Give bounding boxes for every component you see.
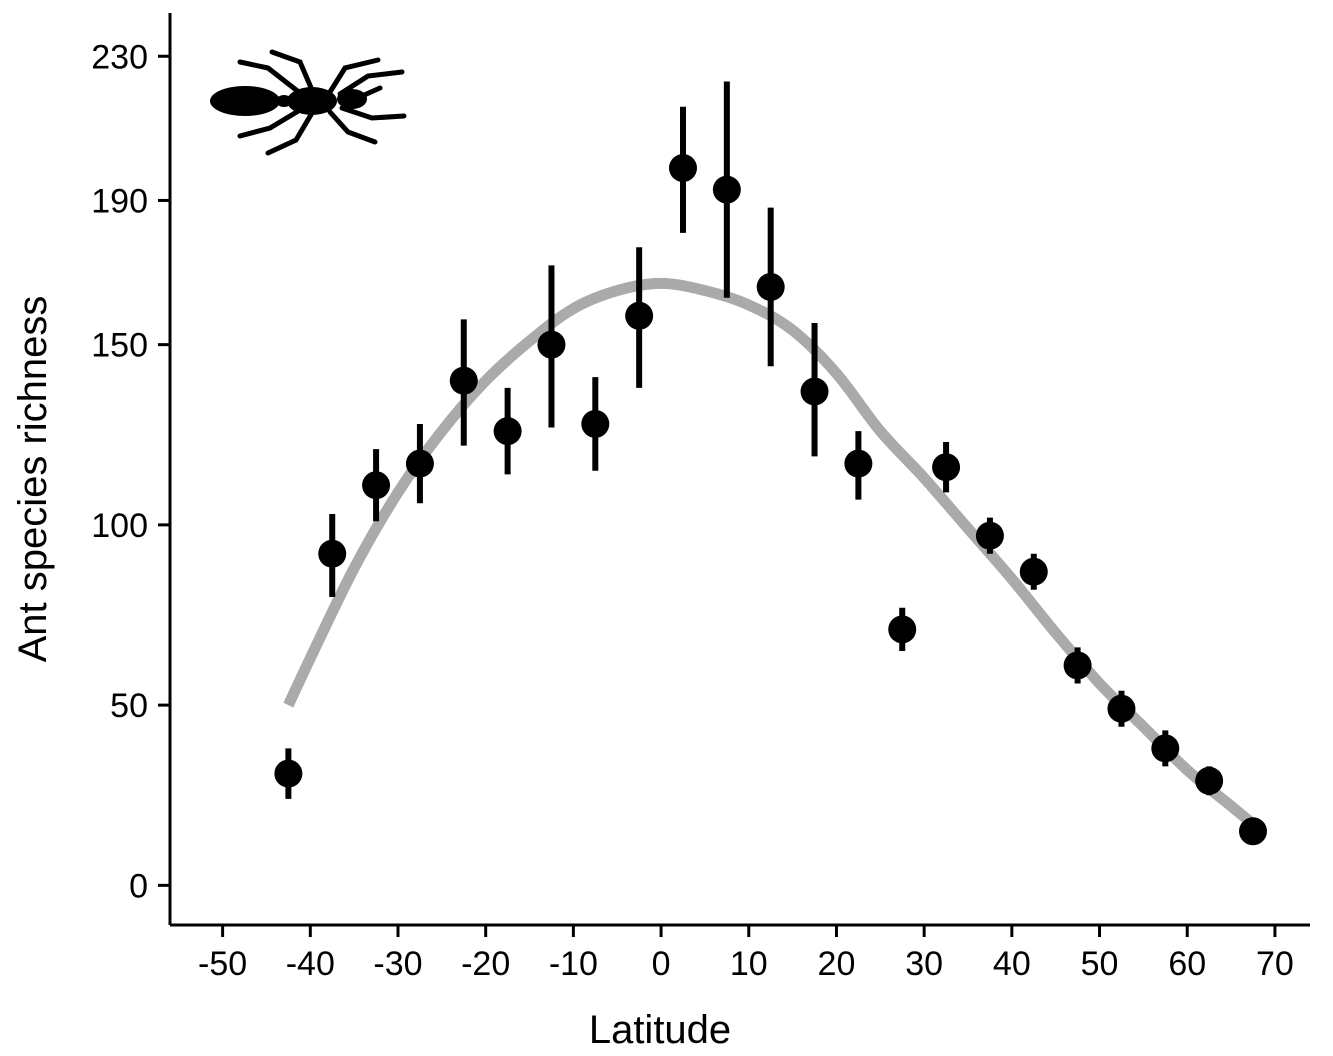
- data-point: [362, 471, 391, 500]
- data-point: [537, 330, 566, 359]
- x-tick-label: -20: [461, 945, 510, 983]
- data-point: [625, 301, 654, 330]
- x-tick-label: 70: [1256, 945, 1294, 983]
- x-tick-label: 50: [1081, 945, 1119, 983]
- data-point: [800, 377, 829, 406]
- data-point: [1107, 694, 1136, 723]
- data-point: [844, 449, 873, 478]
- y-tick-label: 150: [91, 327, 148, 365]
- x-tick-label: 20: [818, 945, 856, 983]
- data-point: [756, 272, 785, 301]
- data-point: [1195, 766, 1224, 795]
- y-tick-label: 50: [110, 687, 148, 725]
- data-point: [1019, 557, 1048, 586]
- y-tick-label: 100: [91, 507, 148, 545]
- data-point: [669, 154, 697, 183]
- data-point: [1239, 817, 1267, 846]
- data-point: [581, 409, 610, 438]
- ant-silhouette-icon: [210, 49, 407, 156]
- x-tick-label: 10: [730, 945, 768, 983]
- x-tick-label: -30: [373, 945, 422, 983]
- x-tick-label: 30: [905, 945, 943, 983]
- data-point: [274, 759, 303, 788]
- data-point: [888, 615, 917, 644]
- x-tick-label: 60: [1168, 945, 1206, 983]
- data-point: [449, 366, 478, 395]
- y-tick-label: 0: [129, 867, 148, 905]
- y-tick-label: 190: [91, 182, 148, 220]
- x-tick-label: -10: [549, 945, 598, 983]
- data-point: [1063, 651, 1092, 680]
- y-tick-label: 230: [91, 38, 148, 76]
- data-point: [318, 539, 347, 568]
- data-point: [932, 453, 961, 482]
- data-point: [712, 175, 741, 204]
- data-point: [405, 449, 434, 478]
- y-axis-title: Ant species richness: [11, 296, 55, 663]
- data-point: [1151, 734, 1180, 763]
- x-axis-title: Latitude: [589, 1008, 731, 1052]
- data-point: [493, 417, 522, 446]
- x-tick-label: -50: [198, 945, 247, 983]
- x-tick-label: -40: [286, 945, 335, 983]
- x-tick-label: 0: [652, 945, 671, 983]
- x-tick-label: 40: [993, 945, 1031, 983]
- data-point: [975, 521, 1004, 550]
